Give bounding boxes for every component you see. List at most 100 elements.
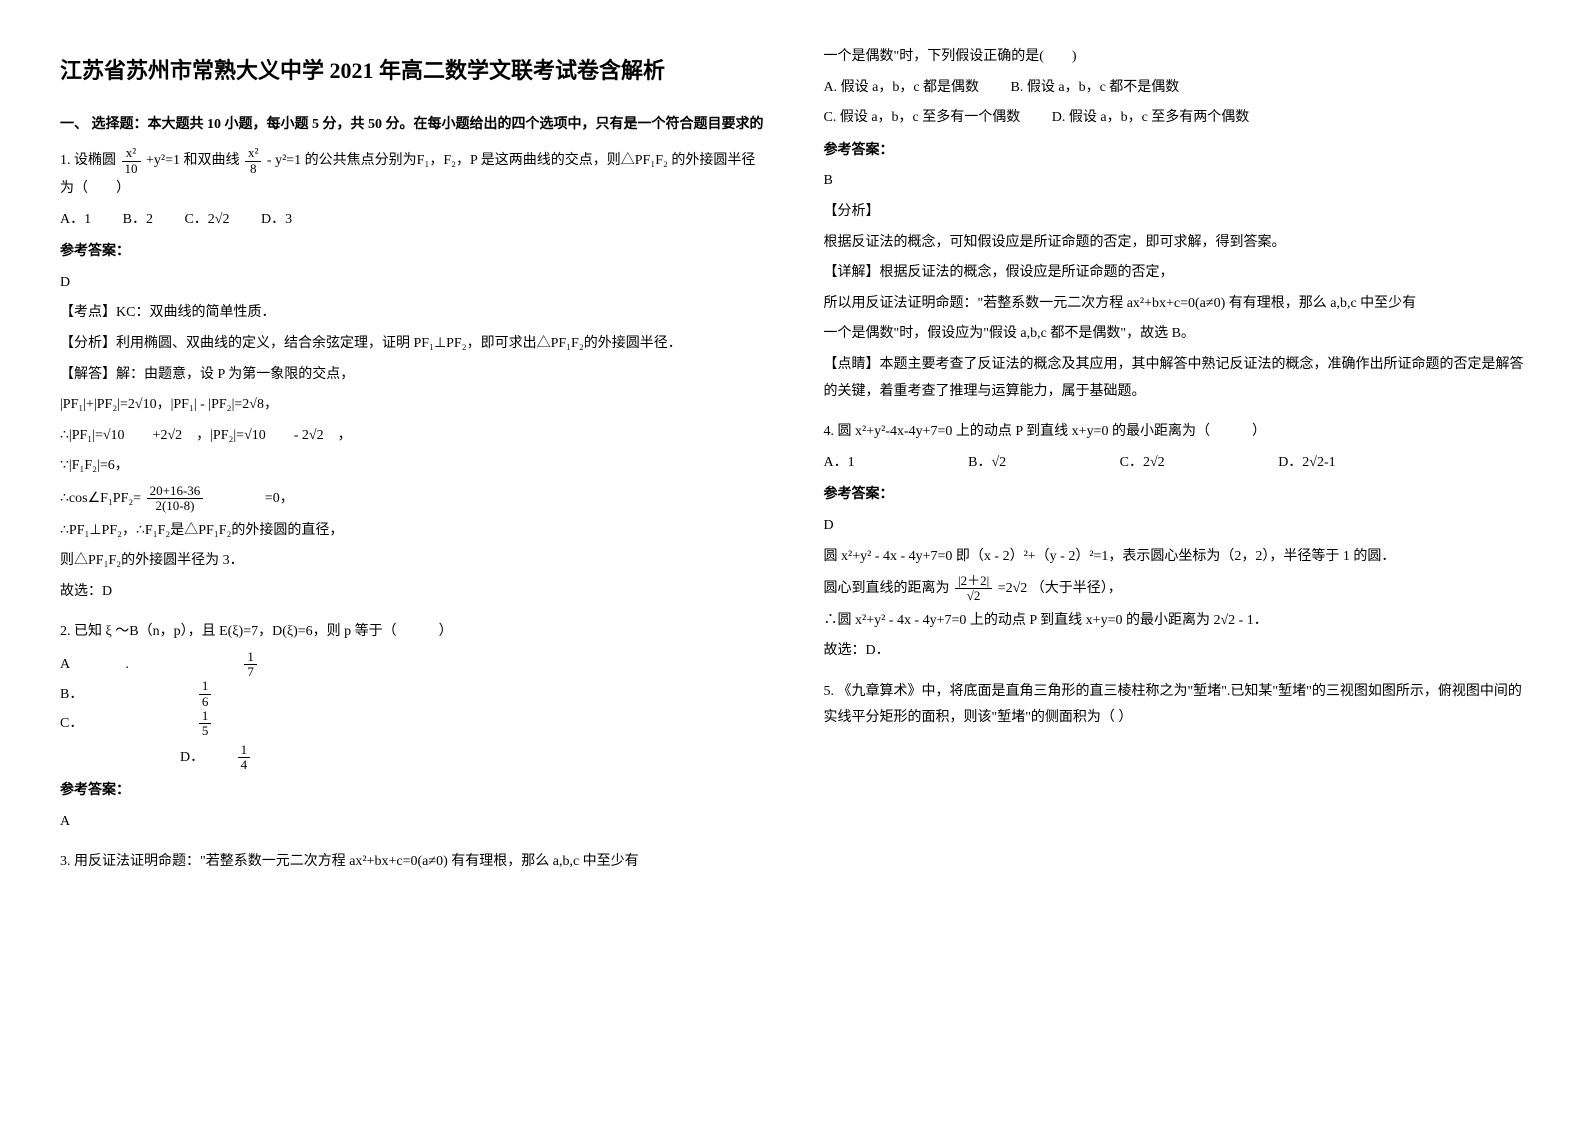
question-5: 5. 《九章算术》中，将底面是直角三角形的直三棱柱称之为"堑堵".已知某"堑堵"…: [824, 679, 1528, 732]
q4-optC: C．2√2: [1120, 450, 1165, 477]
q4-ans: D: [824, 513, 1528, 540]
q3-xj2: 所以用反证法证明命题："若整系数一元二次方程 ax²+bx+c=0(a≠0) 有…: [824, 291, 1528, 318]
q1-options: A．1 B．2 C．2√2 D．3: [60, 207, 764, 234]
q1-stem-b: +y²=1 和双曲线: [146, 153, 243, 168]
q3-ans: B: [824, 168, 1528, 195]
q4-stem: 4. 圆 x²+y²-4x-4y+7=0 上的动点 P 到直线 x+y=0 的最…: [824, 419, 1528, 446]
q1-jd5-num: 20+16-36: [147, 484, 204, 499]
q2-optD-frac: 1 4: [238, 743, 279, 773]
q2-optD-pre: D．: [180, 745, 204, 772]
q4-ans-label: 参考答案：: [824, 482, 1528, 509]
right-column: 一个是偶数"时，下列假设正确的是( ) A. 假设 a，b，c 都是偶数 B. …: [824, 40, 1528, 890]
question-1: 1. 设椭圆 x² 10 +y²=1 和双曲线 x² 8 - y²=1 的公共焦…: [60, 146, 764, 605]
doc-title: 江苏省苏州市常熟大义中学 2021 年高二数学文联考试卷含解析: [60, 50, 764, 92]
q1-jd5-den: 2(10-8): [147, 499, 204, 513]
q3-optC: C. 假设 a，b，c 至多有一个偶数: [824, 105, 1021, 132]
q4-l2-frac: |2＋2| √2: [955, 574, 992, 604]
q1-jd2: |PF₁|+|PF₂|=2√10，|PF₁| - |PF₂|=2√8，: [60, 392, 764, 419]
q1-jd5: ∴cos∠F₁PF₂= 20+16-36 2(10-8) =0，: [60, 484, 764, 514]
q5-stem: 5. 《九章算术》中，将底面是直角三角形的直三棱柱称之为"堑堵".已知某"堑堵"…: [824, 679, 1528, 732]
q3-xj1: 【详解】根据反证法的概念，假设应是所证命题的否定，: [824, 260, 1528, 287]
q4-l2-den: √2: [955, 589, 992, 603]
q2-optB: B． 1 6: [60, 679, 431, 709]
q1-fx: 【分析】利用椭圆、双曲线的定义，结合余弦定理，证明 PF₁⊥PF₂，即可求出△P…: [60, 331, 764, 358]
q2-optC: C． 1 5: [60, 709, 431, 739]
q1-jd8: 故选：D: [60, 579, 764, 606]
q1-stem-a: 1. 设椭圆: [60, 153, 116, 168]
q1-frac1-den: 10: [122, 162, 141, 176]
q2-optA: A . 1 7: [60, 650, 477, 680]
q3-cont: 一个是偶数"时，下列假设正确的是( ): [824, 44, 1528, 71]
q2-optD-den: 4: [238, 758, 251, 772]
q2-optA-frac: 1 7: [244, 650, 367, 680]
q3-ans-label: 参考答案：: [824, 138, 1528, 165]
q4-optD: D．2√2-1: [1278, 450, 1335, 477]
q1-optD: D．3: [261, 207, 292, 234]
q1-frac2-num: x²: [245, 146, 261, 161]
question-4: 4. 圆 x²+y²-4x-4y+7=0 上的动点 P 到直线 x+y=0 的最…: [824, 419, 1528, 665]
q2-optC-den: 5: [199, 724, 212, 738]
question-3-start: 3. 用反证法证明命题："若整系数一元二次方程 ax²+bx+c=0(a≠0) …: [60, 849, 764, 876]
q4-optA: A．1: [824, 450, 855, 477]
q1-jd6: ∴PF₁⊥PF₂，∴F₁F₂是△PF₁F₂的外接圆的直径，: [60, 518, 764, 545]
q2-optB-pre: B．: [60, 682, 83, 709]
q1-stem: 1. 设椭圆 x² 10 +y²=1 和双曲线 x² 8 - y²=1 的公共焦…: [60, 146, 764, 202]
q2-optA-num: 1: [244, 650, 257, 665]
q2-optD-num: 1: [238, 743, 251, 758]
q2-options-row2: D． 1 4: [180, 743, 764, 773]
q1-optA: A．1: [60, 207, 91, 234]
q1-jd5-frac: 20+16-36 2(10-8): [147, 484, 204, 514]
q4-l2a: 圆心到直线的距离为: [824, 581, 954, 596]
q1-jd7: 则△PF₁F₂的外接圆半径为 3．: [60, 548, 764, 575]
q2-ans-label: 参考答案：: [60, 778, 764, 805]
q3-optD: D. 假设 a，b，c 至多有两个偶数: [1052, 105, 1250, 132]
q2-options-row1: A . 1 7 B． 1 6 C． 1: [60, 650, 764, 739]
q1-frac2-den: 8: [245, 162, 261, 176]
q4-l2-num: |2＋2|: [955, 574, 992, 589]
q2-optB-frac: 1 6: [199, 679, 322, 709]
q3-options-row1: A. 假设 a，b，c 都是偶数 B. 假设 a，b，c 都不是偶数: [824, 75, 1528, 102]
q2-stem: 2. 已知 ξ ～B（n，p），且 E(ξ)=7，D(ξ)=6，则 p 等于（ …: [60, 619, 764, 646]
q3-options-row2: C. 假设 a，b，c 至多有一个偶数 D. 假设 a，b，c 至多有两个偶数: [824, 105, 1528, 132]
q1-jd1: 【解答】解：由题意，设 P 为第一象限的交点，: [60, 362, 764, 389]
q1-frac1-num: x²: [122, 146, 141, 161]
q3-optB: B. 假设 a，b，c 都不是偶数: [1011, 75, 1180, 102]
q4-l3: ∴圆 x²+y² - 4x - 4y+7=0 上的动点 P 到直线 x+y=0 …: [824, 608, 1528, 635]
q4-options: A．1 B．√2 C．2√2 D．2√2-1: [824, 450, 1528, 477]
q1-kd: 【考点】KC：双曲线的简单性质．: [60, 300, 764, 327]
q4-l2: 圆心到直线的距离为 |2＋2| √2 =2√2 （大于半径），: [824, 574, 1528, 604]
q3-fx: 根据反证法的概念，可知假设应是所证命题的否定，即可求解，得到答案。: [824, 230, 1528, 257]
q2-optC-frac: 1 5: [199, 709, 322, 739]
q4-l2b: =2√2 （大于半径），: [998, 581, 1122, 596]
q1-jd4: ∵|F₁F₂|=6，: [60, 453, 764, 480]
q1-ans: D: [60, 270, 764, 297]
q4-l1: 圆 x²+y² - 4x - 4y+7=0 即（x - 2）²+（y - 2）²…: [824, 544, 1528, 571]
q2-optA-den: 7: [244, 665, 257, 679]
q4-l4: 故选：D．: [824, 638, 1528, 665]
q1-ans-label: 参考答案：: [60, 239, 764, 266]
q4-optB: B．√2: [968, 450, 1006, 477]
q1-jd5b: =0，: [209, 491, 294, 506]
question-3-cont: 一个是偶数"时，下列假设正确的是( ) A. 假设 a，b，c 都是偶数 B. …: [824, 44, 1528, 405]
left-column: 江苏省苏州市常熟大义中学 2021 年高二数学文联考试卷含解析 一、 选择题：本…: [60, 40, 764, 890]
q1-jd5a: ∴cos∠F₁PF₂=: [60, 491, 145, 506]
q2-optB-den: 6: [199, 695, 212, 709]
q2-optC-pre: C．: [60, 711, 83, 738]
q2-optC-num: 1: [199, 709, 212, 724]
q3-xj3: 一个是偶数"时，假设应为"假设 a,b,c 都不是偶数"，故选 B。: [824, 321, 1528, 348]
q1-frac1: x² 10: [122, 146, 141, 176]
q3-stem: 3. 用反证法证明命题："若整系数一元二次方程 ax²+bx+c=0(a≠0) …: [60, 849, 764, 876]
q2-optD: D． 1 4: [180, 743, 306, 773]
q3-optA: A. 假设 a，b，c 都是偶数: [824, 75, 980, 102]
q2-ans: A: [60, 809, 764, 836]
section-1-heading: 一、 选择题：本大题共 10 小题，每小题 5 分，共 50 分。在每小题给出的…: [60, 112, 764, 139]
q2-optA-pre: A .: [60, 652, 129, 679]
q1-frac2: x² 8: [245, 146, 261, 176]
q1-optC: C．2√2: [184, 207, 229, 234]
q1-jd3: ∴|PF₁|=√10 +2√2 ，|PF₂|=√10 - 2√2 ，: [60, 423, 764, 450]
q3-dj: 【点睛】本题主要考查了反证法的概念及其应用，其中解答中熟记反证法的概念，准确作出…: [824, 352, 1528, 405]
q3-fx-t: 【分析】: [824, 199, 1528, 226]
question-2: 2. 已知 ξ ～B（n，p），且 E(ξ)=7，D(ξ)=6，则 p 等于（ …: [60, 619, 764, 835]
q1-optB: B．2: [123, 207, 153, 234]
q2-optB-num: 1: [199, 679, 212, 694]
